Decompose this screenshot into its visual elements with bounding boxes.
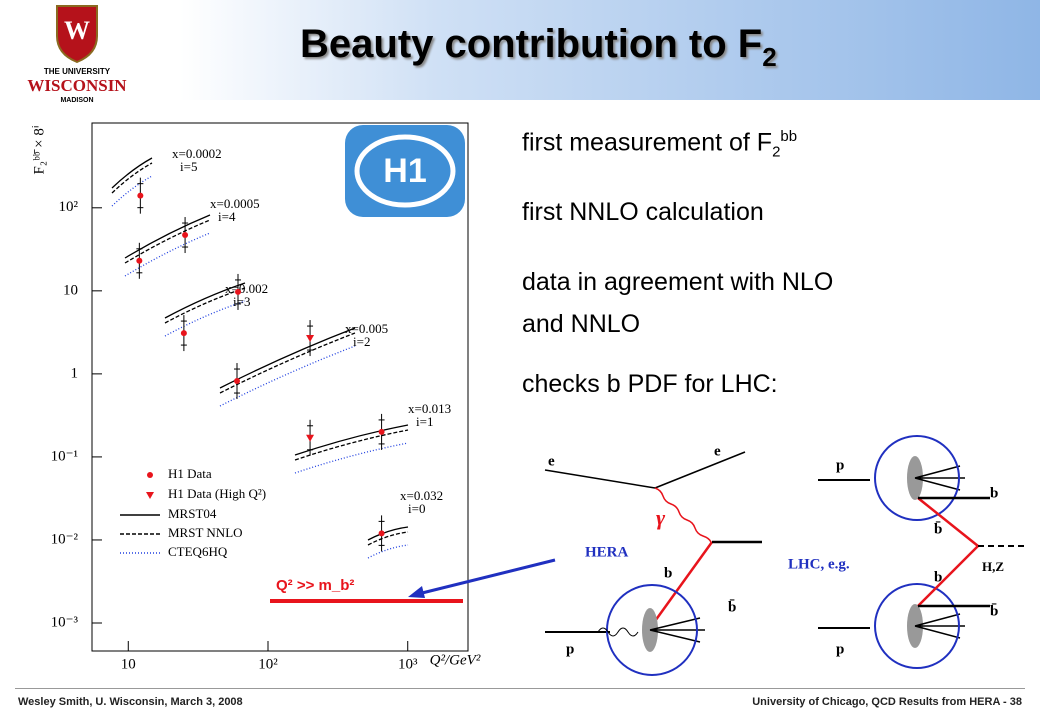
theory-curve [111, 162, 153, 194]
theory-curve [124, 232, 211, 277]
bullet: first NNLO calculation [522, 198, 764, 226]
arrow [417, 558, 556, 596]
label: γ [656, 505, 666, 530]
legend-symbol [146, 492, 154, 499]
shield [56, 5, 98, 64]
logo-text: MADISON [60, 97, 93, 104]
data-point [378, 428, 385, 435]
theory-curve [294, 442, 409, 474]
label: b̄ [934, 521, 942, 537]
legend-label: MRST NNLO [168, 525, 243, 540]
bullet: checks b PDF for LHC: [522, 370, 778, 398]
bin-label: i=4 [218, 209, 236, 224]
label: p [566, 641, 574, 657]
bin-label: x=0.0005 [210, 196, 260, 211]
theory-curve [294, 424, 409, 456]
label: HERA [585, 544, 629, 560]
bin-label: i=5 [180, 159, 197, 174]
theory-curve [111, 175, 153, 207]
label: e [548, 453, 555, 469]
legend-label: H1 Data [168, 466, 212, 481]
h1-logo [354, 134, 456, 208]
h1-logo [345, 125, 465, 217]
x-tick-label: 10³ [398, 656, 418, 672]
label: b [990, 485, 998, 501]
data-point [306, 335, 315, 343]
x-tick-label: 10² [258, 656, 278, 672]
bin-label: i=1 [416, 414, 433, 429]
bin-label: x=0.0002 [172, 146, 222, 161]
theory-curve [219, 345, 356, 407]
footer-left: Wesley Smith, U. Wisconsin, March 3, 200… [18, 696, 243, 708]
theory-curve [367, 544, 409, 559]
bullet: and NNLO [522, 310, 641, 338]
y-tick-label: 10⁻³ [51, 614, 79, 630]
logo-text: WISCONSIN [27, 76, 127, 95]
title-band [180, 0, 1040, 100]
footer-rule [15, 688, 1025, 689]
legend-symbol [147, 472, 153, 478]
footer-right: University of Chicago, QCD Results from … [752, 696, 1022, 708]
logo-text: THE UNIVERSITY [44, 67, 111, 76]
legend-label: H1 Data (High Q²) [168, 486, 266, 501]
bin-label: x=0.013 [408, 401, 451, 416]
label: LHC, e.g. [788, 556, 850, 572]
y-tick-label: 10² [59, 199, 79, 215]
data-point [180, 330, 187, 337]
bin-label: x=0.032 [400, 488, 443, 503]
label: b [664, 565, 672, 581]
y-tick-label: 10 [63, 282, 78, 298]
slide-title: Beauty contribution to F2 [300, 22, 777, 72]
theory-curve [367, 526, 409, 541]
data-point [234, 378, 241, 385]
bin-label: i=3 [233, 294, 250, 309]
theory-curve [367, 531, 409, 546]
label: H,Z [982, 559, 1004, 574]
theory-curve [219, 327, 356, 389]
bin-label: x=0.005 [345, 321, 388, 336]
label: e [714, 443, 721, 459]
legend-label: CTEQ6HQ [168, 544, 228, 559]
theory-curve [164, 282, 246, 319]
plot: 10 10² 10³ 10⁻³ 10⁻² 10⁻¹ 1 10 10² Q²/GeV² F₂ᵇᵇ̄ ×… [31, 122, 481, 672]
y-tick-label: 10⁻¹ [51, 448, 78, 464]
bullet: first measurement of F2bb [522, 128, 798, 161]
cut-label: Q² >> m_b² [276, 577, 354, 594]
data-point [235, 288, 242, 295]
theory-curve [124, 214, 211, 259]
theory-curve [111, 157, 153, 189]
legend-label: MRST04 [168, 506, 217, 521]
data-point [182, 232, 189, 239]
data-point [306, 434, 315, 442]
y-axis-label: F₂ᵇᵇ̄ × 8ⁱ [31, 126, 47, 175]
data-point [137, 192, 144, 199]
plot-frame [91, 122, 469, 652]
theory-curve [219, 332, 356, 394]
shield-w: W [64, 16, 90, 45]
label: p [836, 457, 844, 473]
arrow-head [408, 586, 425, 598]
bullet: data in agreement with NLO [522, 268, 834, 296]
theory-curve [124, 219, 211, 264]
h1-logo-text: H1 [383, 152, 426, 190]
x-tick-label: 10 [121, 656, 136, 672]
lhc-diagram [818, 435, 1025, 669]
label: b̄ [728, 599, 736, 615]
label: b̄ [990, 603, 998, 619]
hera-diagram [544, 451, 762, 676]
bin-label: i=0 [408, 501, 425, 516]
theory-curve [294, 429, 409, 461]
y-tick-label: 10⁻² [51, 531, 79, 547]
bin-label: i=2 [353, 334, 370, 349]
y-tick-label: 1 [71, 365, 79, 381]
data-point [378, 530, 385, 537]
x-axis-label: Q²/GeV² [430, 652, 481, 668]
label: p [836, 641, 844, 657]
data-point [136, 257, 143, 264]
label: b [934, 569, 942, 585]
